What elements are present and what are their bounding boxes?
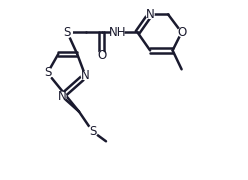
Text: S: S [44, 66, 51, 79]
Text: N: N [81, 69, 90, 82]
Circle shape [97, 52, 105, 60]
Circle shape [112, 26, 124, 39]
Circle shape [58, 92, 66, 100]
Text: N: N [146, 8, 155, 21]
Circle shape [81, 72, 89, 80]
Text: N: N [58, 90, 66, 103]
Text: O: O [97, 49, 106, 62]
Text: S: S [89, 125, 96, 138]
Text: NH: NH [109, 26, 126, 39]
Circle shape [88, 126, 97, 136]
Text: O: O [177, 26, 186, 39]
Circle shape [178, 28, 186, 36]
Circle shape [146, 10, 154, 18]
Circle shape [42, 68, 53, 78]
Text: S: S [64, 26, 71, 39]
Circle shape [62, 27, 72, 37]
